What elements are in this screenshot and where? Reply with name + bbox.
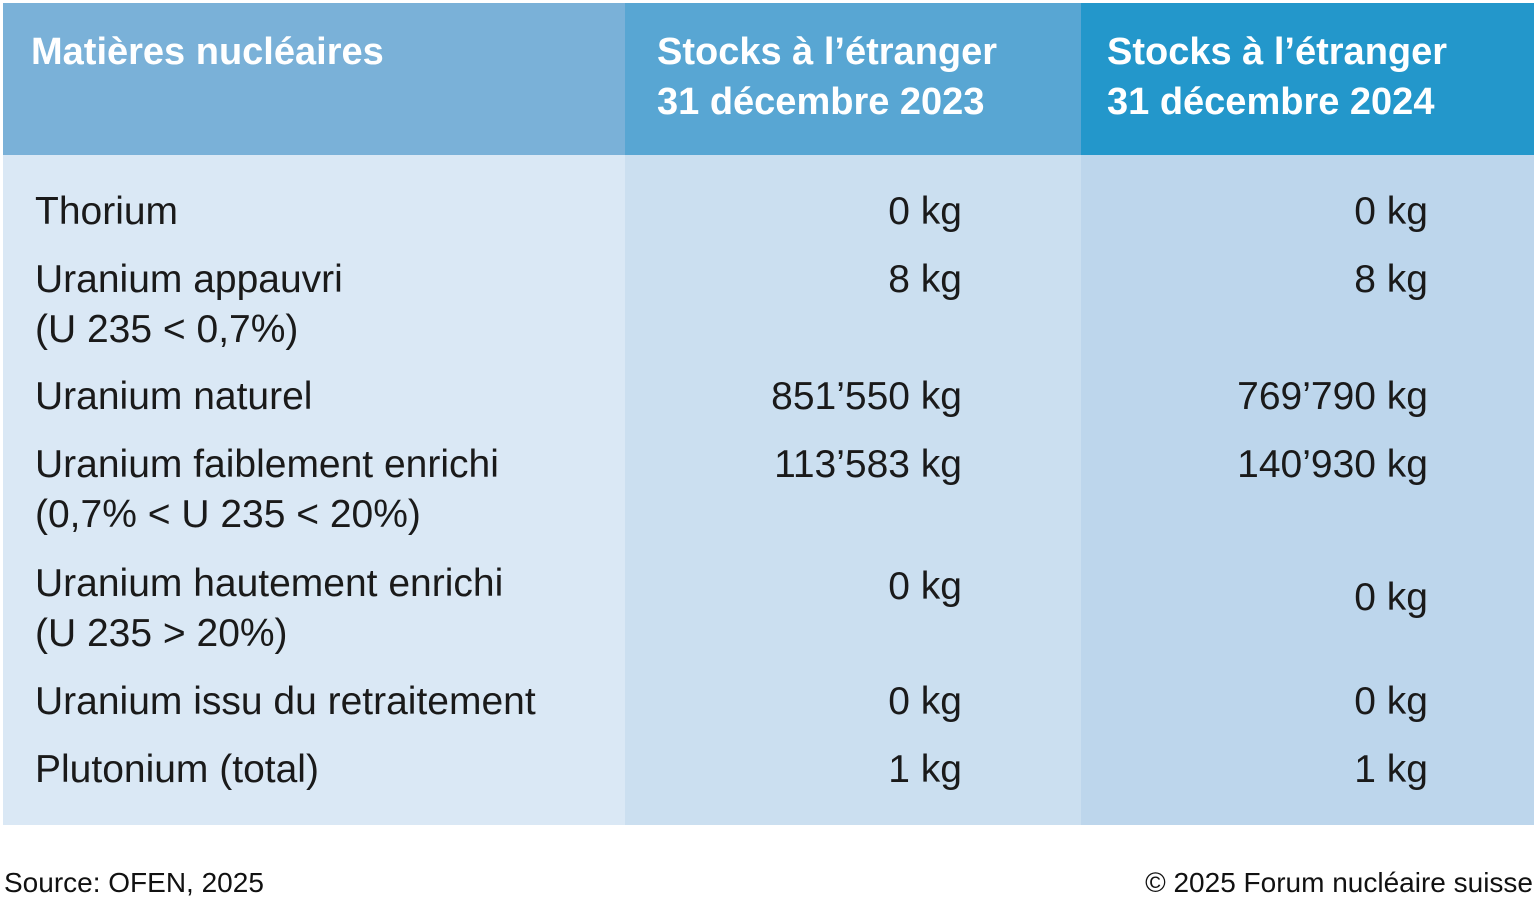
column-bg	[625, 155, 1081, 825]
row-label: Uranium naturel	[35, 375, 313, 418]
cell-value: 851’550 kg	[771, 375, 962, 418]
row-label: Plutonium (total)	[35, 748, 319, 791]
cell-value: 140’930 kg	[1237, 443, 1428, 486]
cell-value: 0 kg	[1354, 680, 1428, 723]
row-label: (U 235 < 0,7%)	[35, 308, 299, 351]
cell-value: 8 kg	[888, 258, 962, 301]
source: Source: OFEN, 2025	[4, 867, 264, 898]
header-text: 31 décembre 2023	[657, 81, 985, 123]
cell-value: 1 kg	[888, 748, 962, 791]
row-label: Thorium	[35, 190, 179, 233]
header-text: 31 décembre 2024	[1107, 81, 1435, 123]
cell-value: 0 kg	[1354, 576, 1428, 619]
column-bg	[1081, 155, 1534, 825]
cell-value: 0 kg	[1354, 190, 1428, 233]
header-text: Matières nucléaires	[31, 31, 384, 73]
row-label: Uranium hautement enrichi	[35, 562, 504, 605]
header-text: Stocks à l’étranger	[1107, 31, 1448, 73]
row-label: (U 235 > 20%)	[35, 612, 288, 655]
column-bg	[3, 155, 625, 825]
header-cell	[3, 3, 625, 155]
copyright: © 2025 Forum nucléaire suisse	[1145, 867, 1533, 898]
row-label: Uranium appauvri	[35, 258, 343, 301]
cell-value: 0 kg	[888, 680, 962, 723]
cell-value: 8 kg	[1354, 258, 1428, 301]
header-cell	[625, 3, 1081, 155]
cell-value: 1 kg	[1354, 748, 1428, 791]
cell-value: 769’790 kg	[1237, 375, 1428, 418]
cell-value: 0 kg	[888, 190, 962, 233]
cell-value: 0 kg	[888, 565, 962, 608]
header-cell	[1081, 3, 1534, 155]
cell-value: 113’583 kg	[774, 443, 962, 486]
row-label: (0,7% < U 235 < 20%)	[35, 493, 421, 536]
row-label: Uranium faiblement enrichi	[35, 443, 499, 486]
row-label: Uranium issu du retraitement	[35, 680, 536, 723]
header-text: Stocks à l’étranger	[657, 31, 998, 73]
